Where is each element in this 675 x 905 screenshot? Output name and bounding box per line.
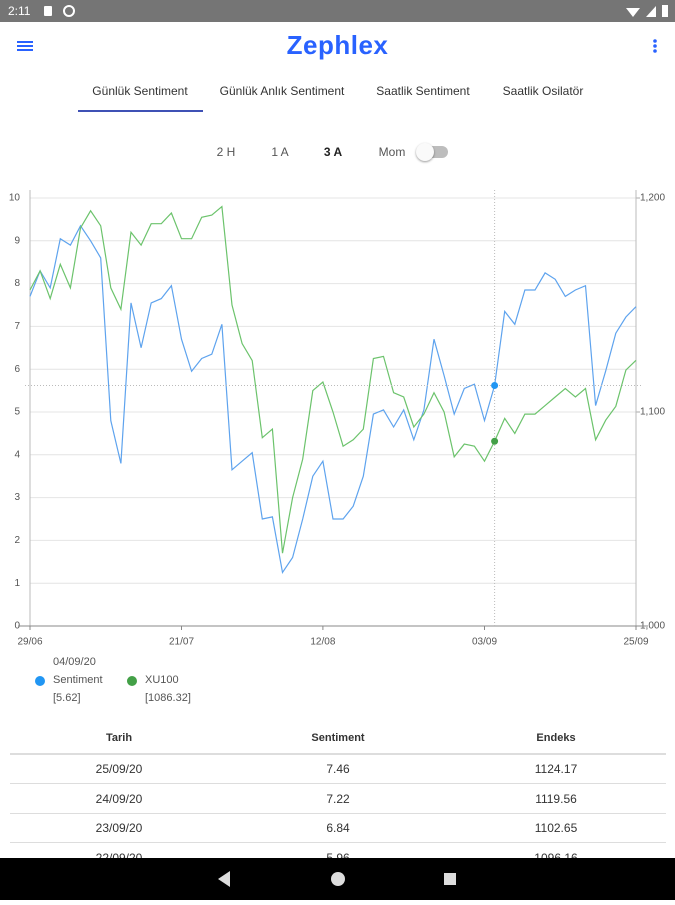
legend-date: 04/09/20 — [53, 656, 96, 668]
series-line — [29, 205, 637, 554]
table-row: 24/09/20 7.22 1119.56 — [10, 784, 666, 814]
y-tick-label: 2 — [14, 535, 20, 546]
x-tick-label: 12/08 — [310, 637, 335, 648]
back-button[interactable] — [218, 871, 230, 887]
menu-button[interactable] — [17, 41, 33, 51]
table-header: Tarih Sentiment Endeks — [10, 724, 666, 755]
y2-tick-label: 1,100 — [640, 407, 665, 418]
table-cell: 7.46 — [326, 762, 350, 776]
legend-dot — [127, 676, 137, 686]
header-cell: Sentiment — [311, 732, 365, 744]
legend-value: [1086.32] — [145, 692, 191, 704]
tab[interactable]: Saatlik Osilatör — [502, 84, 584, 98]
table-row: 25/09/20 7.46 1124.17 — [10, 754, 666, 784]
app-bar-icons[interactable] — [0, 22, 675, 72]
header-cell: Tarih — [105, 732, 133, 744]
y-tick-label: 5 — [14, 407, 20, 418]
legend-value: [5.62] — [53, 692, 81, 704]
range-button[interactable]: 1 A — [271, 145, 289, 159]
logo: Zephlex — [286, 30, 389, 60]
x-tick-label: 25/09 — [623, 637, 648, 648]
toggle-knob — [416, 143, 434, 161]
y-tick-label: 0 — [14, 621, 20, 632]
legend-name: Sentiment — [53, 674, 103, 686]
table-cell: 23/09/20 — [95, 821, 143, 835]
tab-bar: Günlük Sentiment Günlük Anlık Sentiment Sa… — [0, 76, 675, 114]
table-cell: 25/09/20 — [95, 762, 143, 776]
highlight-point — [491, 437, 499, 445]
status-bar: 2:11 — [0, 0, 675, 22]
home-button[interactable] — [331, 872, 345, 886]
header-cell: Endeks — [536, 732, 576, 744]
x-tick-label: 03/09 — [472, 637, 497, 648]
y2-tick-label: 1,000 — [640, 621, 665, 632]
table-row: 23/09/20 6.84 1102.65 — [10, 813, 666, 843]
table-cell: 1124.17 — [534, 762, 578, 776]
y-tick-label: 7 — [14, 321, 20, 332]
range-button[interactable]: Mom — [378, 145, 406, 159]
mom-toggle[interactable] — [416, 143, 448, 161]
tab[interactable]: Günlük Anlık Sentiment — [219, 84, 345, 98]
y-tick-label: 9 — [14, 235, 20, 246]
series-line — [29, 224, 637, 575]
x-tick-label: 29/06 — [17, 637, 42, 648]
nav-icons[interactable] — [0, 858, 675, 900]
y2-tick-label: 1,200 — [640, 193, 665, 204]
app-bar: Zephlex — [0, 22, 675, 72]
y-tick-label: 8 — [14, 278, 20, 289]
status-time: 2:11 — [8, 4, 31, 18]
tab-indicator — [78, 110, 203, 112]
y-tick-label: 4 — [14, 449, 20, 460]
nav-bar — [0, 858, 675, 900]
range-button[interactable]: 3 A — [323, 145, 343, 159]
highlight-point — [491, 381, 499, 389]
tab[interactable]: Günlük Sentiment — [92, 84, 188, 98]
recents-button[interactable] — [444, 873, 456, 885]
table-cell: 6.84 — [326, 821, 350, 835]
table-cell: 1102.65 — [534, 821, 578, 835]
tab[interactable]: Saatlik Sentiment — [376, 84, 470, 98]
overflow-button[interactable] — [653, 39, 657, 53]
y-tick-label: 1 — [14, 578, 20, 589]
legend-dot — [35, 676, 45, 686]
table-cell: 24/09/20 — [95, 791, 143, 806]
table-cell: 1119.56 — [535, 791, 577, 806]
legend-name: XU100 — [145, 674, 179, 686]
y-tick-label: 3 — [14, 492, 20, 503]
y-tick-label: 6 — [14, 364, 20, 375]
y-tick-label: 10 — [9, 193, 21, 204]
table-cell: 7.22 — [326, 791, 350, 806]
status-icons — [44, 5, 668, 17]
range-button[interactable]: 2 H — [216, 145, 236, 159]
x-tick-label: 21/07 — [169, 637, 194, 648]
